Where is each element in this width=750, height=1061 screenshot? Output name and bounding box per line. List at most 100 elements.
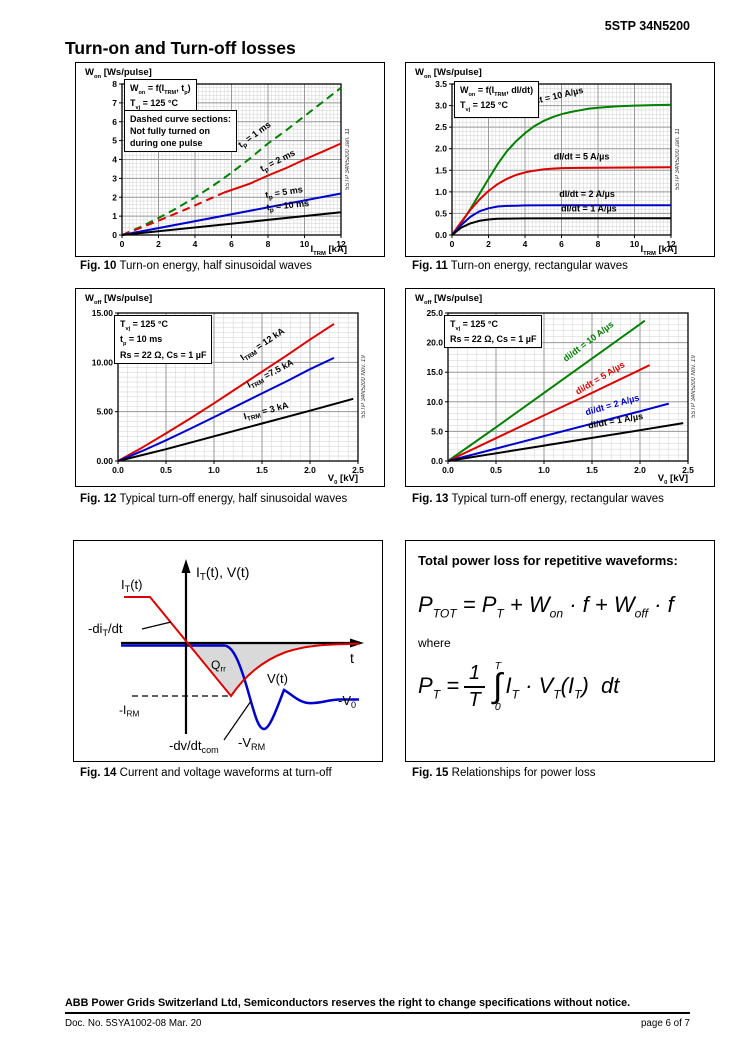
- svg-text:6: 6: [559, 239, 564, 249]
- svg-text:8: 8: [266, 239, 271, 249]
- fig12-series-2: [117, 397, 354, 462]
- svg-text:15.0: 15.0: [426, 367, 443, 377]
- svg-text:0.0: 0.0: [442, 465, 454, 475]
- svg-text:1.0: 1.0: [435, 187, 447, 197]
- conditions-note: Tvj = 125 °C Rs = 22 Ω, Cs = 1 µF: [444, 315, 543, 349]
- fig10-curve-label-3: tp = 10 ms: [266, 198, 310, 215]
- page-number: page 6 of 7: [640, 1018, 690, 1029]
- fig15-caption: Fig. 15 Relationships for power loss: [412, 766, 750, 782]
- fig12-series-1: [117, 356, 335, 462]
- formula2-integrand: IT · VT(IT) dt: [505, 672, 620, 702]
- x-axis-label: V0 [kV]: [657, 473, 688, 486]
- svg-text:2: 2: [156, 239, 161, 249]
- fig11-series-3: [451, 217, 672, 236]
- fig13-series-0: [447, 319, 646, 462]
- fig12-label: Fig. 12: [80, 493, 117, 505]
- x-axis-label: ITRM [kA]: [640, 244, 678, 257]
- svg-text:20.0: 20.0: [426, 338, 443, 348]
- svg-text:0.00: 0.00: [96, 456, 113, 466]
- svg-text:8: 8: [112, 79, 117, 89]
- fig10-series-4: [121, 211, 342, 236]
- major-grid: [445, 312, 689, 464]
- svg-text:2.5: 2.5: [352, 465, 364, 475]
- footer-notice: ABB Power Grids Switzerland Ltd, Semicon…: [65, 997, 690, 1014]
- fig14-waveform-diagram: IT(t), V(t) IT(t) -diT/dt t Qrr -IRM V(t…: [73, 540, 383, 762]
- formula2-lhs: PT =: [418, 672, 460, 702]
- qrr-shaded-area: [187, 643, 340, 696]
- fig12-caption: Fig. 12 Typical turn-off energy, half si…: [80, 492, 391, 508]
- fig10-series-2: [223, 142, 342, 194]
- svg-text:3.0: 3.0: [435, 101, 447, 111]
- svg-text:0: 0: [120, 239, 125, 249]
- svg-text:2: 2: [486, 239, 491, 249]
- fig10-caption: Fig. 10 Turn-on energy, half sinusoidal …: [80, 259, 421, 275]
- svg-text:0.5: 0.5: [435, 208, 447, 218]
- svg-text:1.0: 1.0: [208, 465, 220, 475]
- vrm-label: -VRM: [238, 735, 265, 752]
- svg-text:10.0: 10.0: [426, 397, 443, 407]
- current-curve: [124, 596, 360, 698]
- side-revision-text: 5STP 34N5200 Jan. 11: [345, 128, 351, 191]
- svg-text:8: 8: [596, 239, 601, 249]
- fig13-series-3: [447, 422, 684, 462]
- integral-symbol: T ∫ 0: [493, 660, 503, 714]
- svg-text:0.0: 0.0: [112, 465, 124, 475]
- svg-text:5.0: 5.0: [431, 426, 443, 436]
- conditions-note: Won = f(ITRM, tp) Tvj = 125 °C: [124, 79, 197, 116]
- svg-text:1: 1: [112, 211, 117, 221]
- fig15-caption-text: Relationships for power loss: [451, 767, 596, 779]
- fig11-curve-label-2: dI/dt = 2 A/µs: [559, 189, 615, 199]
- svg-text:4: 4: [193, 239, 198, 249]
- dv-dt-pointer-line: [223, 700, 252, 741]
- fig12-curve-label-0: ITRM = 12 kA: [238, 325, 287, 364]
- fig14-label: Fig. 14: [80, 767, 117, 779]
- where-label: where: [418, 636, 451, 651]
- fig12-caption-text: Typical turn-off energy, half sinusoidal…: [119, 493, 348, 505]
- footer-row: Doc. No. 5SYA1002-08 Mar. 20 page 6 of 7: [65, 1018, 690, 1029]
- voltage-label: V(t): [267, 671, 288, 686]
- y-axis-label: Woff [Ws/pulse]: [85, 293, 153, 306]
- fig11-caption: Fig. 11 Turn-on energy, rectangular wave…: [412, 259, 750, 275]
- fig11-curve-label-3: dI/dt = 1 A/µs: [561, 203, 617, 213]
- conditions-note: Won = f(ITRM, dI/dt) Tvj = 125 °C: [454, 81, 540, 118]
- fig11-label: Fig. 11: [412, 260, 448, 272]
- fig13-series-2: [447, 402, 670, 462]
- axes-title: IT(t), V(t): [196, 564, 249, 583]
- tick-labels: 0.0 0.5 1.0 1.5 2.0 2.5 0.00 5.00 10.00 15.00: [92, 308, 364, 475]
- svg-text:2.0: 2.0: [634, 465, 646, 475]
- svg-text:2.5: 2.5: [682, 465, 694, 475]
- fig14-caption: Fig. 14 Current and voltage waveforms at…: [80, 766, 421, 782]
- fig10-series-0: [121, 87, 342, 236]
- fig10-caption-text: Turn-on energy, half sinusoidal waves: [119, 260, 312, 272]
- svg-text:10: 10: [630, 239, 640, 249]
- current-label: IT(t): [121, 577, 142, 594]
- svg-text:0: 0: [112, 230, 117, 240]
- tick-labels: 0.0 0.5 1.0 1.5 2.0 2.5 0.0 5.0 10.0 15.0 20.0 25.0: [426, 308, 694, 475]
- plot-border: [447, 312, 689, 462]
- fig15-label: Fig. 15: [412, 767, 449, 779]
- fig11-series-1: [451, 166, 672, 236]
- svg-text:5.00: 5.00: [96, 407, 113, 417]
- svg-text:5: 5: [112, 136, 117, 146]
- svg-text:4: 4: [523, 239, 528, 249]
- svg-text:2.0: 2.0: [435, 144, 447, 154]
- v0-label: -V0: [338, 693, 356, 710]
- fig15-power-loss-formula-box: Total power loss for repetitive waveform…: [405, 540, 715, 762]
- plot-border: [117, 312, 359, 462]
- svg-text:0.5: 0.5: [490, 465, 502, 475]
- svg-text:3: 3: [112, 173, 117, 183]
- svg-text:15.00: 15.00: [92, 308, 114, 318]
- fig13-label: Fig. 13: [412, 493, 449, 505]
- doc-number-footer: Doc. No. 5SYA1002-08 Mar. 20: [65, 1018, 202, 1029]
- fig13-series-1: [447, 364, 651, 462]
- dv-dt-label: -dv/dtcom: [169, 738, 219, 755]
- fig10-series-1: [121, 191, 225, 236]
- fig11-plot: 0 2 4 6 8 10 12 0.0 0.5 1.0 1.5 2.0 2.5 3.0 3.5 dI/dt =…: [435, 79, 676, 249]
- svg-text:0.0: 0.0: [435, 230, 447, 240]
- turnoff-waveform-svg: IT(t), V(t) IT(t) -diT/dt t Qrr -IRM V(t…: [88, 559, 364, 755]
- svg-text:7: 7: [112, 98, 117, 108]
